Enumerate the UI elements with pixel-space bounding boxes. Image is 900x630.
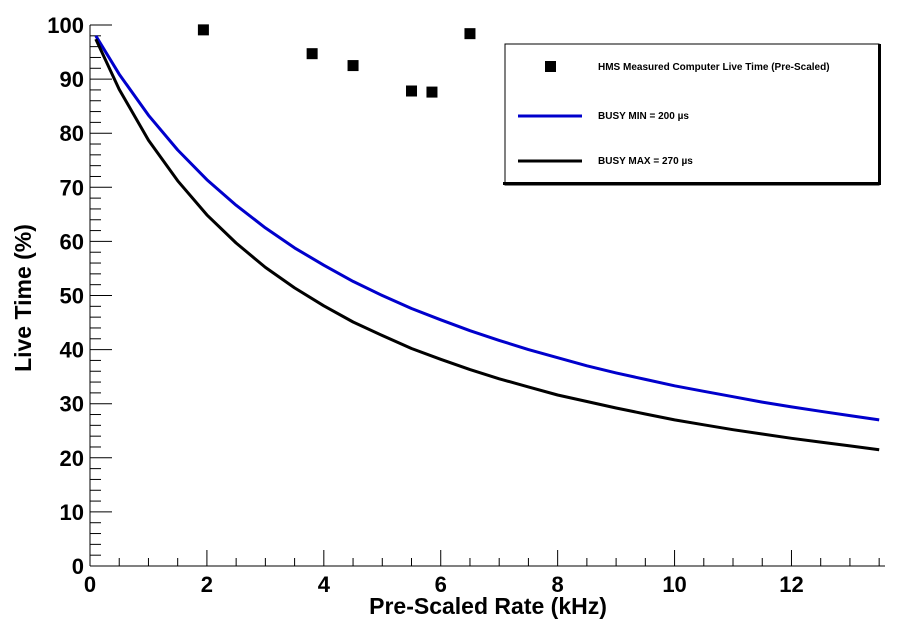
y-tick-label: 60 bbox=[60, 229, 84, 254]
data-point bbox=[197, 24, 209, 36]
y-tick-label: 100 bbox=[47, 13, 84, 38]
y-tick-label: 30 bbox=[60, 392, 84, 417]
y-tick-label: 50 bbox=[60, 284, 84, 309]
axis-ticks bbox=[89, 24, 880, 567]
x-axis-title: Pre-Scaled Rate (kHz) bbox=[369, 593, 607, 619]
y-axis-title: Live Time (%) bbox=[10, 224, 36, 372]
x-tick-label: 10 bbox=[662, 572, 686, 597]
measured-points bbox=[197, 24, 476, 98]
series-line-busy-min bbox=[94, 35, 880, 422]
legend-label-points: HMS Measured Computer Live Time (Pre-Sca… bbox=[598, 62, 830, 73]
x-tick-label: 0 bbox=[84, 572, 96, 597]
y-tick-label: 0 bbox=[72, 554, 84, 579]
y-tick-label: 70 bbox=[60, 175, 84, 200]
legend: HMS Measured Computer Live Time (Pre-Sca… bbox=[503, 43, 881, 186]
curve-series bbox=[94, 35, 880, 452]
legend-shadow-right bbox=[878, 44, 881, 185]
y-tick-label: 90 bbox=[60, 67, 84, 92]
legend-label-busy-max: BUSY MAX = 270 µs bbox=[598, 156, 693, 167]
x-tick-label: 12 bbox=[779, 572, 803, 597]
legend-label-busy-min: BUSY MIN = 200 µs bbox=[598, 111, 689, 122]
data-point bbox=[347, 60, 359, 72]
data-point bbox=[306, 48, 318, 60]
data-point bbox=[426, 86, 438, 98]
data-point bbox=[406, 85, 418, 97]
data-point bbox=[464, 28, 476, 40]
series-line-busy-max bbox=[94, 38, 880, 452]
legend-marker-points bbox=[545, 61, 556, 72]
legend-shadow-bottom bbox=[503, 182, 881, 185]
axis-tick-labels: 0 10 20 30 40 50 60 70 80 90 100 0 2 4 6 8 10 12 bbox=[47, 13, 803, 597]
x-tick-label: 2 bbox=[201, 572, 213, 597]
x-tick-label: 8 bbox=[552, 572, 564, 597]
y-tick-label: 10 bbox=[60, 500, 84, 525]
x-tick-label: 6 bbox=[435, 572, 447, 597]
y-tick-label: 80 bbox=[60, 121, 84, 146]
x-tick-label: 4 bbox=[318, 572, 331, 597]
y-tick-label: 20 bbox=[60, 446, 84, 471]
y-tick-label: 40 bbox=[60, 338, 84, 363]
